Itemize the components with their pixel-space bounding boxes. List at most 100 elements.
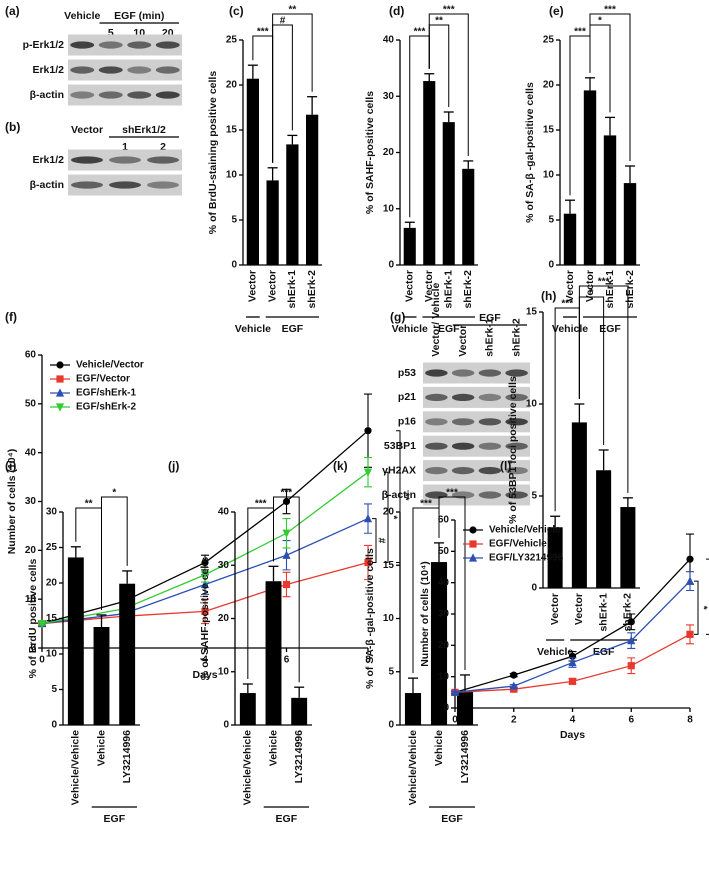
lane-label: 5 bbox=[108, 27, 114, 39]
error-bar bbox=[463, 160, 474, 169]
significance-label: *** bbox=[257, 27, 269, 38]
marker bbox=[510, 671, 518, 679]
y-tick-label: 0 bbox=[388, 260, 394, 271]
y-tick-label: 40 bbox=[438, 577, 450, 588]
group-label: EGF (min) bbox=[114, 10, 164, 22]
y-tick-label: 50 bbox=[25, 398, 37, 409]
x-tick-label: shErk-1 bbox=[443, 270, 455, 309]
blot-band bbox=[478, 491, 502, 499]
legend-label: EGF/shErk-1 bbox=[76, 388, 136, 399]
y-axis-label: % of BrdU positive cells bbox=[27, 559, 39, 679]
y-tick-label: 0 bbox=[231, 260, 237, 271]
legend-label: EGF/Vector bbox=[76, 374, 130, 385]
x-tick-label: shErk-2 bbox=[462, 270, 474, 309]
error-bar bbox=[96, 614, 107, 628]
row-label: γH2AX bbox=[382, 464, 416, 476]
significance-label: ** bbox=[435, 16, 443, 27]
bar bbox=[603, 135, 617, 265]
y-tick-label: 40 bbox=[383, 35, 395, 46]
legend-label: EGF/LY3214996 bbox=[489, 553, 564, 564]
blot-band bbox=[127, 91, 152, 99]
significance-label: ** bbox=[288, 5, 296, 16]
blot-band bbox=[425, 442, 448, 450]
blot-band bbox=[155, 66, 180, 74]
y-tick-label: 10 bbox=[543, 170, 555, 181]
significance-bracket bbox=[273, 496, 300, 683]
panel-label: (c) bbox=[229, 4, 244, 18]
marker bbox=[627, 662, 635, 670]
bar bbox=[403, 227, 416, 265]
blot-strip bbox=[423, 362, 530, 384]
lane-label: 20 bbox=[162, 27, 174, 39]
row-label: Erk1/2 bbox=[32, 64, 64, 76]
y-axis-label: Number of cells (10⁴) bbox=[419, 561, 431, 667]
x-tick-label: LY3214996 bbox=[121, 730, 133, 783]
panel-label: (d) bbox=[389, 4, 404, 18]
blot-band bbox=[425, 491, 448, 499]
row-label: β-actin bbox=[30, 179, 64, 191]
bar bbox=[423, 81, 436, 265]
significance-bracket bbox=[589, 13, 631, 161]
blot-strip bbox=[68, 84, 182, 106]
row-label: β-actin bbox=[382, 489, 416, 501]
significance-bracket bbox=[694, 580, 699, 635]
marker bbox=[56, 375, 64, 383]
x-tick-label: Vector bbox=[404, 270, 416, 302]
blot-band bbox=[98, 91, 123, 99]
blot-band bbox=[505, 369, 528, 377]
y-axis-label: % of BrdU-staining positive cells bbox=[207, 71, 219, 235]
lane-label: Vector bbox=[457, 325, 469, 357]
bar bbox=[265, 581, 282, 725]
y-tick-label: 0 bbox=[30, 643, 36, 654]
error-bar bbox=[565, 199, 575, 214]
error-bar bbox=[585, 77, 595, 91]
y-axis-label: % of 53BP1 foci positive cells bbox=[507, 376, 519, 524]
x-tick-label: Vector bbox=[564, 270, 576, 302]
bar bbox=[430, 562, 448, 725]
y-tick-label: 10 bbox=[25, 594, 37, 605]
lane-label: 10 bbox=[133, 27, 145, 39]
significance-label: *** bbox=[446, 488, 458, 499]
blot-band bbox=[451, 393, 475, 401]
significance-label: * bbox=[112, 488, 116, 499]
group-label: EGF bbox=[441, 813, 463, 825]
y-tick-label: 0 bbox=[443, 703, 449, 714]
marker bbox=[509, 681, 518, 690]
blot-strip bbox=[423, 386, 530, 408]
y-tick-label: 0 bbox=[531, 583, 537, 594]
y-axis-label: % of SAHF-positive cells bbox=[199, 557, 211, 680]
x-tick-label: LY3214996 bbox=[459, 730, 471, 783]
x-tick-label: 8 bbox=[687, 715, 693, 726]
blot-band bbox=[478, 369, 502, 377]
marker bbox=[450, 687, 460, 696]
blot-band bbox=[478, 418, 502, 426]
y-tick-label: 20 bbox=[46, 578, 58, 589]
error-bar bbox=[622, 497, 633, 508]
error-bar bbox=[247, 64, 258, 79]
y-tick-label: 20 bbox=[25, 545, 37, 556]
lane-label: shErk-1 bbox=[484, 318, 496, 357]
panel-label: (i) bbox=[5, 459, 16, 473]
significance-bracket bbox=[272, 24, 293, 163]
x-tick-label: 2 bbox=[511, 715, 517, 726]
y-tick-label: 0 bbox=[388, 720, 394, 731]
y-tick-label: 25 bbox=[46, 542, 58, 553]
blot-band bbox=[71, 156, 103, 164]
group-label: EGF bbox=[479, 312, 501, 324]
y-tick-label: 60 bbox=[25, 350, 37, 361]
marker bbox=[364, 427, 372, 435]
marker bbox=[627, 618, 635, 626]
x-tick-label: 4 bbox=[570, 715, 576, 726]
blot-band bbox=[71, 181, 103, 189]
y-tick-label: 40 bbox=[218, 507, 230, 518]
bar bbox=[404, 693, 422, 725]
panel-label: (e) bbox=[549, 4, 564, 18]
y-tick-label: 20 bbox=[218, 613, 230, 624]
blot-band bbox=[425, 393, 448, 401]
blot-band bbox=[147, 156, 179, 164]
y-tick-label: 20 bbox=[543, 80, 555, 91]
blot-band bbox=[127, 41, 152, 49]
x-tick-label: Vector bbox=[573, 593, 585, 625]
bar bbox=[306, 114, 319, 265]
blot-band bbox=[505, 467, 528, 475]
